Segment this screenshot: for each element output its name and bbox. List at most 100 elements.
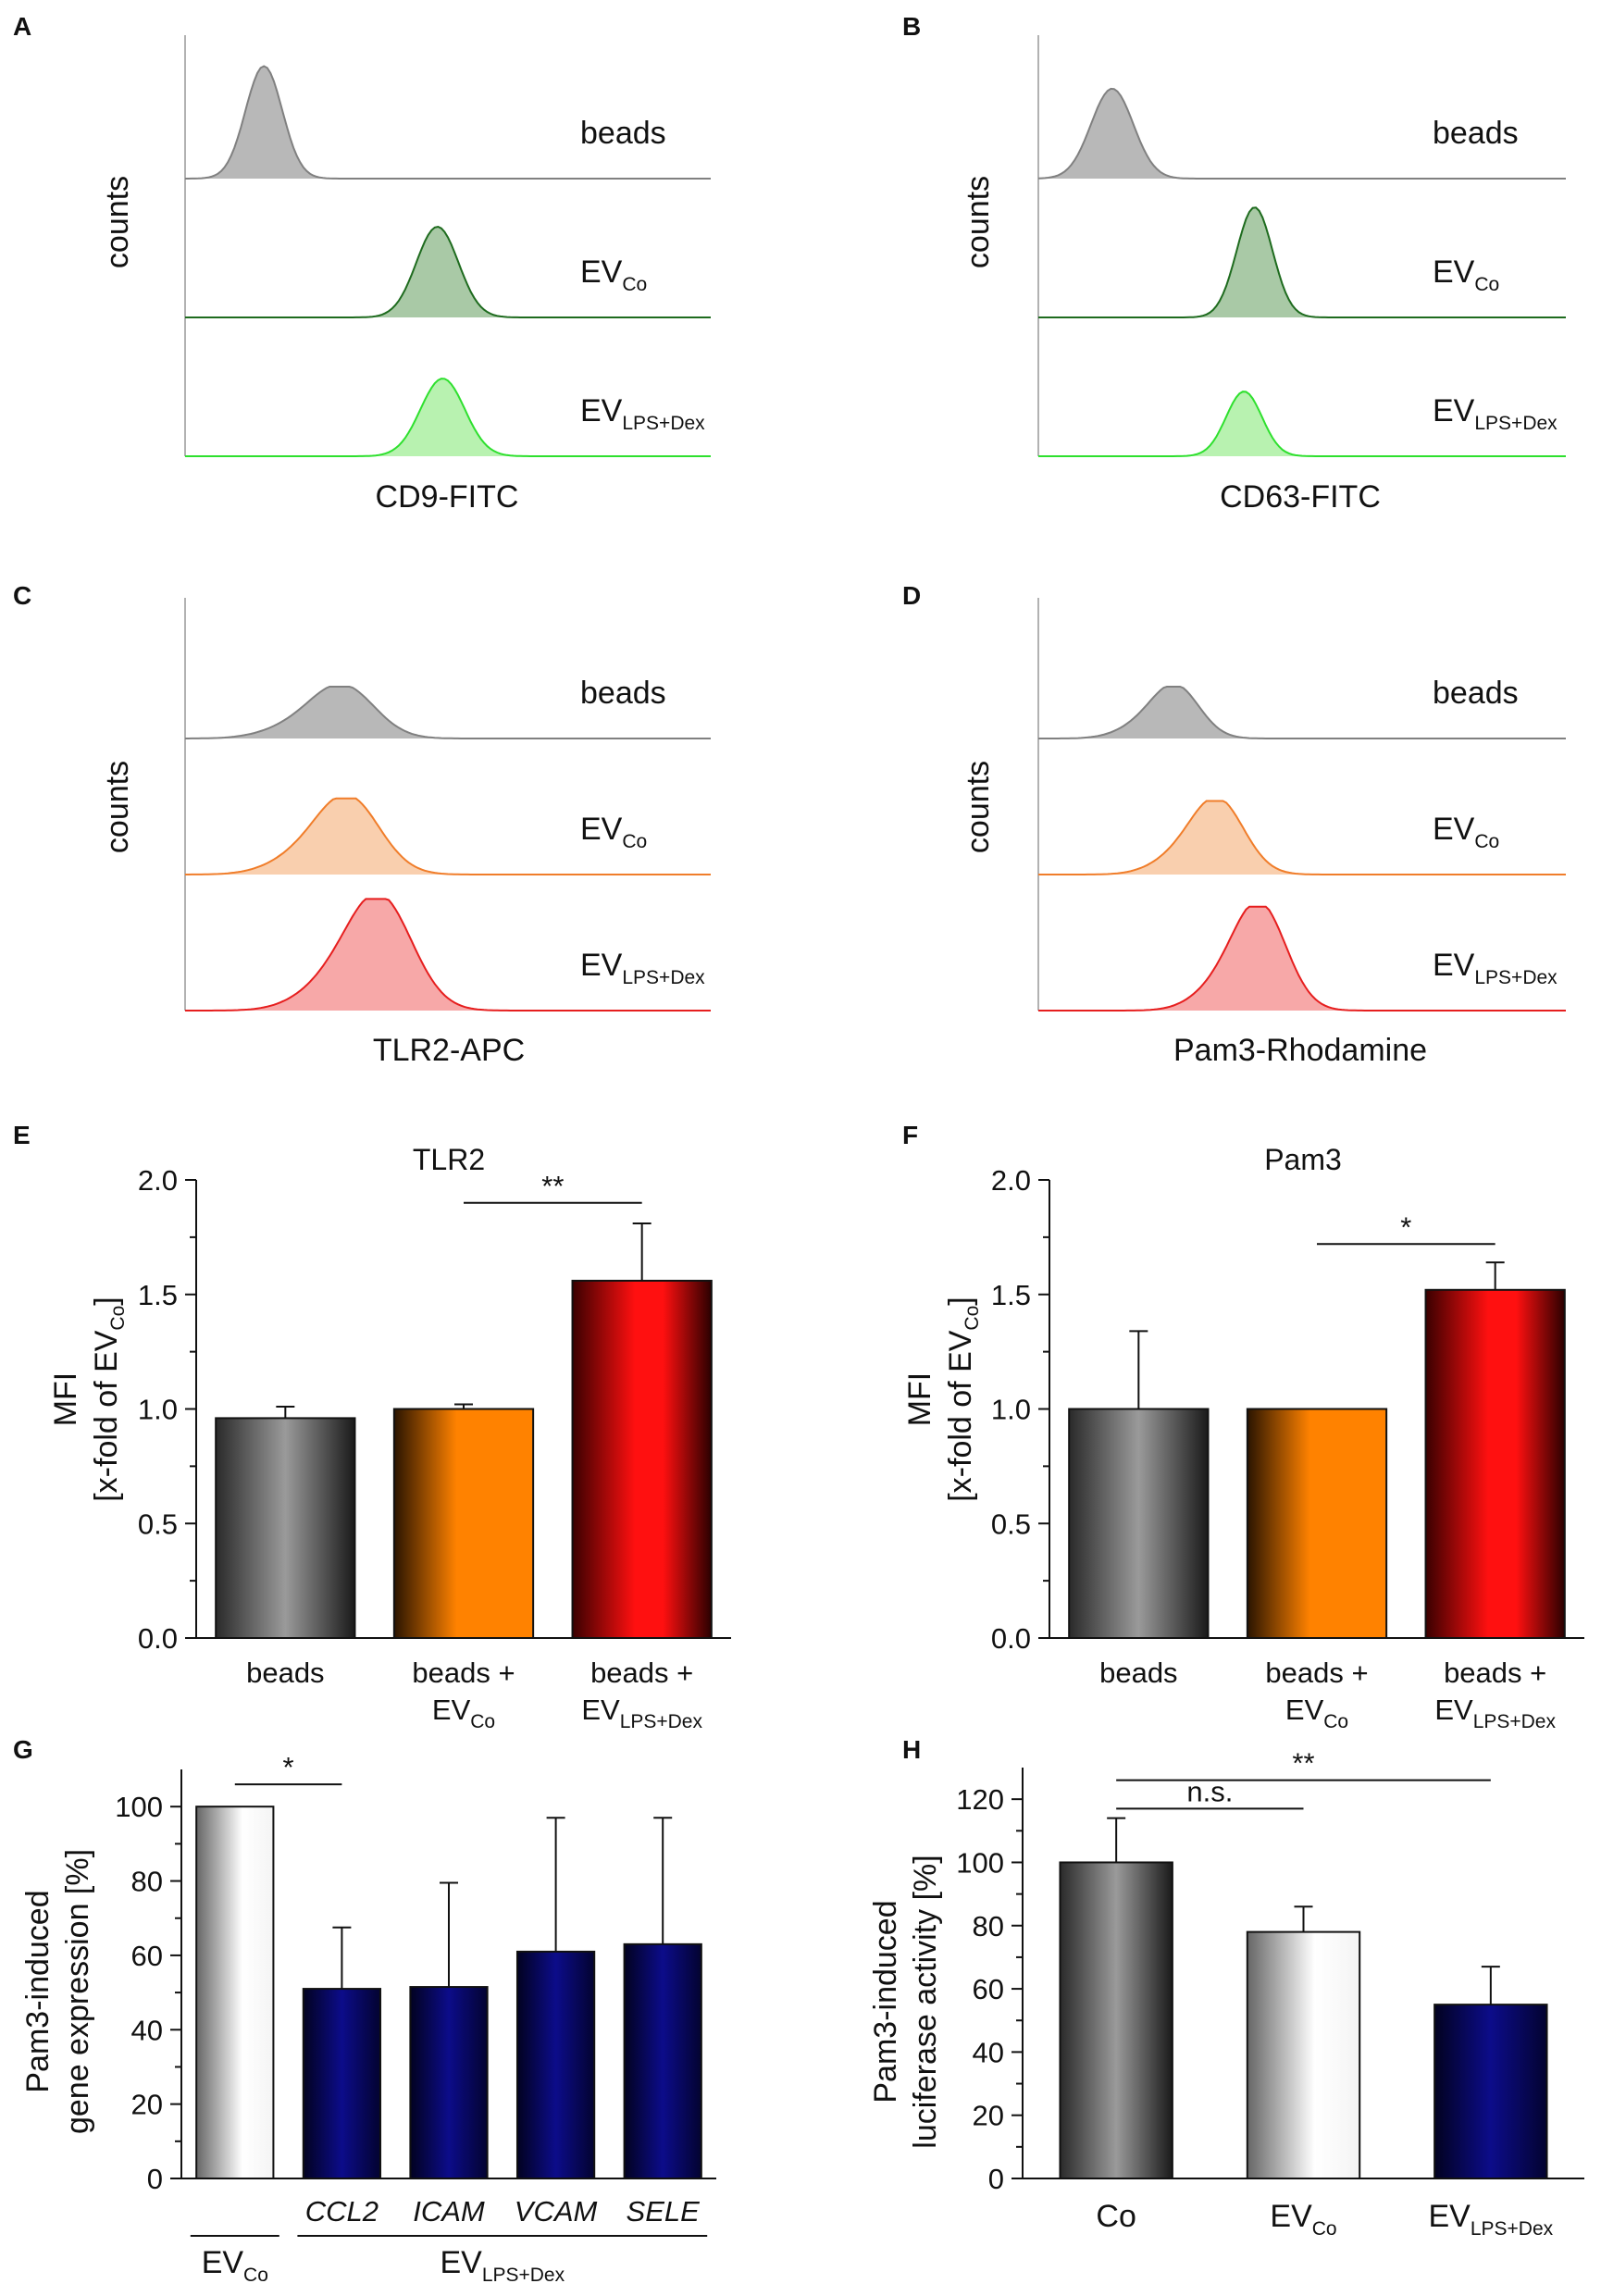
x-tick-label-1: CCL2 [305,2195,379,2228]
series-label-2: EVLPS+Dex [1433,948,1558,988]
panel-label-D: D [902,581,921,610]
x-tick-label-2: ICAM [413,2195,485,2228]
y-tick-label: 40 [973,2036,1004,2068]
histogram-fill-1 [1038,207,1566,317]
panel-label-G: G [13,1735,33,1764]
x-tick-label-0: beads [1099,1657,1177,1689]
y-tick-label: 0.5 [991,1508,1031,1540]
histogram-line-0 [1038,686,1566,739]
histogram-line-2 [185,378,711,457]
histogram-line-1 [185,225,711,318]
series-label-1: EVCo [1433,812,1499,852]
x-tick-label-line2-1: EVCo [432,1694,495,1732]
y-tick-label: 0.5 [138,1508,178,1540]
histogram-fill-0 [1038,687,1566,738]
bar-0 [1068,1408,1210,1639]
histogram-line-0 [185,686,711,739]
ylabel-G-line1: Pam3-induced [20,1890,56,2092]
bar-1 [1246,1930,1361,2180]
x-tick-label-3: VCAM [515,2195,598,2228]
series-label-1: EVCo [580,812,647,852]
xlabel-A: CD9-FITC [376,479,519,515]
panel-F: F 0.0 0.5 1.0 1.5 2.0 * beads beads + EVCo beads … [902,1121,1584,1732]
y-tick-label: 60 [131,1940,163,1972]
title-F: Pam3 [1264,1143,1342,1176]
panel-label-C: C [13,581,31,610]
y-tick-label: 20 [973,2100,1004,2132]
bar-0 [1059,1861,1173,2179]
bar-1 [302,1988,382,2180]
x-tick-label-1: beads + [1265,1657,1368,1689]
histogram-fill-2 [1038,906,1566,1011]
series-label-2: EVLPS+Dex [580,393,705,434]
x-tick-label-2: beads + [1444,1657,1546,1689]
y-tick-label: 0.0 [138,1622,178,1655]
bar-2 [1433,2004,1548,2179]
histogram-line-1 [1038,800,1566,875]
x-tick-label-0: beads [246,1657,324,1689]
histogram-line-1 [1038,206,1566,318]
panel-E: E 0.0 0.5 1.0 1.5 2.0 ** beads beads + EVCo beads… [13,1121,731,1732]
bar-1 [392,1408,535,1639]
bar-2 [1424,1288,1566,1640]
x-tick-label-0: Co [1096,2199,1136,2234]
x-tick-label-2: EVLPS+Dex [1428,2199,1553,2240]
bar-0 [215,1417,356,1640]
histogram-C: beads EVCo EVLPS+Dex [184,598,711,1011]
y-tick-label: 1.0 [138,1394,178,1426]
title-E: TLR2 [413,1143,485,1176]
bar-chart-E: 0.0 0.5 1.0 1.5 2.0 ** beads beads + EVCo beads +… [138,1164,731,1732]
y-tick-label: 1.5 [991,1279,1031,1311]
histogram-line-0 [1037,87,1566,180]
panel-C: C beads EVCo EVLPS+Dex counts TLR2-APC [13,581,711,1068]
histogram-fill-0 [1038,88,1566,179]
ylabel-G-line2: gene expression [%] [60,1849,95,2134]
y-tick-label: 100 [115,1791,163,1823]
ylabel-F-line2: [x-fold of EVCo] [943,1297,983,1502]
panel-label-F: F [902,1121,918,1149]
bar-0 [195,1806,275,2179]
histogram-fill-1 [1038,800,1566,875]
histogram-B: beads EVCo EVLPS+Dex [1037,35,1566,457]
series-label-0: beads [1433,676,1519,711]
y-tick-label: 2.0 [991,1164,1031,1197]
bar-2 [571,1279,713,1640]
panel-G: G 0 20 40 60 80 100 * CCL2 ICAM VCAM SELE EVCo EVLPS… [13,1735,716,2286]
series-label-1: EVCo [1433,254,1499,295]
histogram-D: beads EVCo EVLPS+Dex [1037,598,1566,1011]
histogram-fill-2 [185,899,711,1011]
x-tick-label-line2-1: EVCo [1285,1694,1348,1732]
significance-label-0: * [283,1751,294,1783]
series-label-0: beads [580,676,666,711]
group-label-1: EVLPS+Dex [440,2245,565,2286]
series-label-2: EVLPS+Dex [580,948,705,988]
y-tick-label: 100 [956,1846,1004,1879]
ylabel-H-line1: Pam3-induced [868,1900,903,2103]
ylabel-A: counts [100,176,135,268]
histogram-fill-0 [185,687,711,738]
y-tick-label: 20 [131,2089,163,2121]
series-label-2: EVLPS+Dex [1433,393,1558,434]
y-tick-label: 120 [956,1783,1004,1816]
bar-chart-F: 0.0 0.5 1.0 1.5 2.0 * beads beads + EVCo beads + E… [991,1164,1584,1732]
histogram-line-1 [185,797,711,875]
xlabel-C: TLR2-APC [373,1033,525,1068]
ylabel-F-line1: MFI [902,1372,937,1427]
y-tick-label: 1.5 [138,1279,178,1311]
panel-A: A beads EVCo EVLPS+Dex counts CD9-FITC [13,12,711,515]
y-tick-label: 2.0 [138,1164,178,1197]
x-tick-label-4: SELE [627,2195,701,2228]
y-tick-label: 80 [973,1910,1004,1942]
histogram-line-0 [185,65,711,180]
bar-4 [623,1942,702,2179]
panel-D: D beads EVCo EVLPS+Dex counts Pam3-Rhodami… [902,581,1566,1068]
histogram-fill-2 [185,379,711,456]
ylabel-D: counts [961,761,996,853]
group-label-0: EVCo [202,2245,268,2286]
panel-label-E: E [13,1121,31,1149]
y-tick-label: 1.0 [991,1394,1031,1426]
significance-label-1: ** [1292,1747,1314,1780]
